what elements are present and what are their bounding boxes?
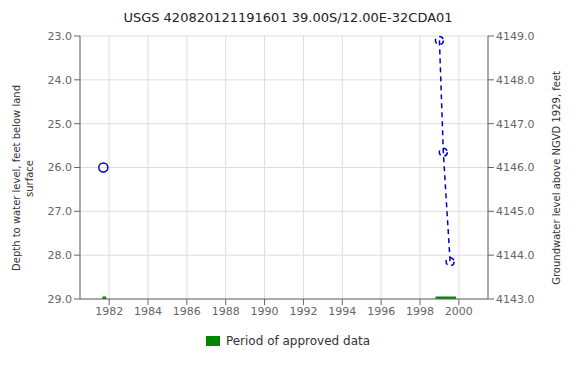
svg-text:25.0: 25.0 <box>48 118 73 131</box>
svg-text:26.0: 26.0 <box>48 161 73 174</box>
svg-text:1986: 1986 <box>173 305 201 318</box>
svg-text:1996: 1996 <box>367 305 395 318</box>
svg-text:4148.0: 4148.0 <box>496 74 535 87</box>
svg-text:1994: 1994 <box>328 305 356 318</box>
svg-text:28.0: 28.0 <box>48 249 73 262</box>
svg-text:4147.0: 4147.0 <box>496 118 535 131</box>
svg-text:2000: 2000 <box>445 305 473 318</box>
svg-text:27.0: 27.0 <box>48 205 73 218</box>
svg-text:29.0: 29.0 <box>48 293 73 306</box>
svg-text:4149.0: 4149.0 <box>496 30 535 43</box>
svg-text:1998: 1998 <box>406 305 434 318</box>
svg-text:4146.0: 4146.0 <box>496 161 535 174</box>
html-text:USGS 420820121191601 39.00S/12: USGS 420820121191601 39.00S/12.00E-32CDA… <box>123 10 453 25</box>
html-text:Period of approved data: Period of approved data <box>225 334 371 348</box>
svg-text:1982: 1982 <box>95 305 123 318</box>
svg-text:4144.0: 4144.0 <box>496 249 535 262</box>
html-text:Depth to water level, feet bel: Depth to water level, feet below land su… <box>11 85 35 271</box>
html-text:Groundwater level above NGVD 1: Groundwater level above NGVD 1929, feet <box>550 71 562 285</box>
svg-text:1988: 1988 <box>212 305 240 318</box>
svg-text:1992: 1992 <box>289 305 317 318</box>
svg-text:23.0: 23.0 <box>48 30 73 43</box>
svg-text:1990: 1990 <box>251 305 279 318</box>
svg-text:1984: 1984 <box>134 305 162 318</box>
svg-text:4145.0: 4145.0 <box>496 205 535 218</box>
svg-text:24.0: 24.0 <box>48 74 73 87</box>
svg-text:4143.0: 4143.0 <box>496 293 535 306</box>
